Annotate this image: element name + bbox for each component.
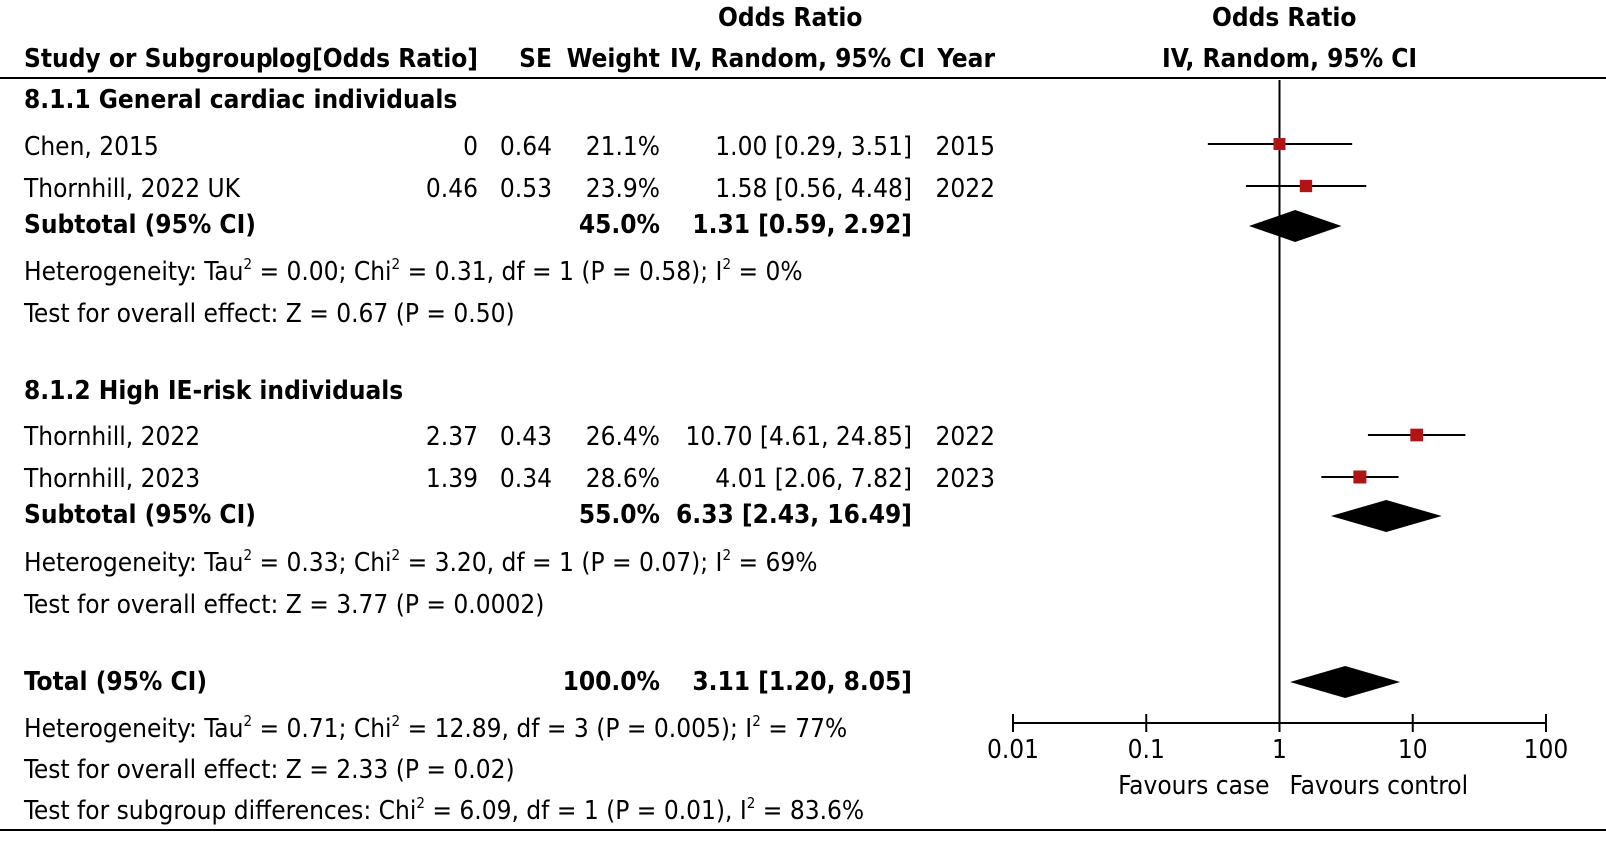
study-year: 2022 xyxy=(935,422,995,452)
study-logor: 2.37 xyxy=(425,422,478,452)
col-header-logor: log[Odds Ratio] xyxy=(271,44,478,74)
overall-effect-text: Test for overall effect: Z = 2.33 (P = 0… xyxy=(24,755,515,785)
study-square xyxy=(1273,138,1286,150)
subtotal-label: Subtotal (95% CI) xyxy=(24,500,256,530)
overall-effect-text: Test for overall effect: Z = 0.67 (P = 0… xyxy=(24,299,515,329)
study-logor: 1.39 xyxy=(425,464,478,494)
subtotal-weight: 55.0% xyxy=(578,500,660,530)
study-logor: 0 xyxy=(463,132,478,162)
study-se: 0.64 xyxy=(499,132,552,162)
favours-right-label: Favours control xyxy=(1290,771,1469,801)
heterogeneity-text: Heterogeneity: Tau2 = 0.33; Chi2 = 3.20,… xyxy=(24,546,818,579)
subgroup-title: 8.1.1 General cardiac individuals xyxy=(24,85,458,115)
study-logor: 0.46 xyxy=(425,174,478,204)
study-weight: 28.6% xyxy=(585,464,660,494)
study-se: 0.43 xyxy=(499,422,552,452)
study-weight: 21.1% xyxy=(585,132,660,162)
heterogeneity-text: Heterogeneity: Tau2 = 0.71; Chi2 = 12.89… xyxy=(24,712,848,745)
study-year: 2023 xyxy=(935,464,995,494)
x-tick-label: 0.1 xyxy=(1128,735,1165,765)
study-weight: 23.9% xyxy=(585,174,660,204)
pooled-diamond xyxy=(1290,666,1401,698)
study-year: 2015 xyxy=(935,132,995,162)
study-name: Thornhill, 2023 xyxy=(24,464,201,494)
heterogeneity-text: Heterogeneity: Tau2 = 0.00; Chi2 = 0.31,… xyxy=(24,255,803,288)
plot-group-header: Odds Ratio xyxy=(1212,3,1357,33)
total-ci: 3.11 [1.20, 8.05] xyxy=(692,667,912,697)
header-rule xyxy=(0,77,1606,79)
subtotal-ci: 6.33 [2.43, 16.49] xyxy=(676,500,912,530)
study-square xyxy=(1410,428,1424,442)
x-tick-label: 10 xyxy=(1398,735,1428,765)
study-year: 2022 xyxy=(935,174,995,204)
subgroup-title: 8.1.2 High IE-risk individuals xyxy=(24,376,404,406)
x-tick-label: 1 xyxy=(1272,735,1287,765)
odds-ratio-group-header: Odds Ratio xyxy=(718,3,863,33)
subtotal-ci: 1.31 [0.59, 2.92] xyxy=(692,210,912,240)
study-weight: 26.4% xyxy=(585,422,660,452)
study-ci: 1.58 [0.56, 4.48] xyxy=(715,174,912,204)
x-tick-label: 100 xyxy=(1524,735,1569,765)
col-header-year: Year xyxy=(937,44,995,74)
study-name: Thornhill, 2022 xyxy=(24,422,201,452)
study-se: 0.34 xyxy=(499,464,552,494)
total-weight: 100.0% xyxy=(562,667,660,697)
pooled-diamond xyxy=(1248,210,1342,242)
subtotal-label: Subtotal (95% CI) xyxy=(24,210,256,240)
study-name: Chen, 2015 xyxy=(24,132,159,162)
bottom-rule xyxy=(0,829,1606,831)
col-header-study: Study or Subgroup xyxy=(24,44,273,74)
pooled-diamond xyxy=(1330,500,1442,532)
col-header-ci: IV, Random, 95% CI xyxy=(670,44,926,74)
col-header-se: SE xyxy=(519,44,552,74)
overall-effect-text: Test for overall effect: Z = 3.77 (P = 0… xyxy=(24,590,545,620)
favours-left-label: Favours case xyxy=(1118,771,1269,801)
study-se: 0.53 xyxy=(499,174,552,204)
study-ci: 10.70 [4.61, 24.85] xyxy=(685,422,912,452)
study-name: Thornhill, 2022 UK xyxy=(24,174,240,204)
total-label: Total (95% CI) xyxy=(24,667,208,697)
study-ci: 1.00 [0.29, 3.51] xyxy=(715,132,912,162)
x-tick-label: 0.01 xyxy=(987,735,1039,765)
study-ci: 4.01 [2.06, 7.82] xyxy=(715,464,912,494)
subgroup-differences-text: Test for subgroup differences: Chi2 = 6.… xyxy=(24,794,865,827)
col-header-weight: Weight xyxy=(566,44,660,74)
study-square xyxy=(1299,179,1313,193)
study-square xyxy=(1353,470,1367,484)
subtotal-weight: 45.0% xyxy=(578,210,660,240)
col-header-plot: IV, Random, 95% CI xyxy=(1162,44,1418,74)
